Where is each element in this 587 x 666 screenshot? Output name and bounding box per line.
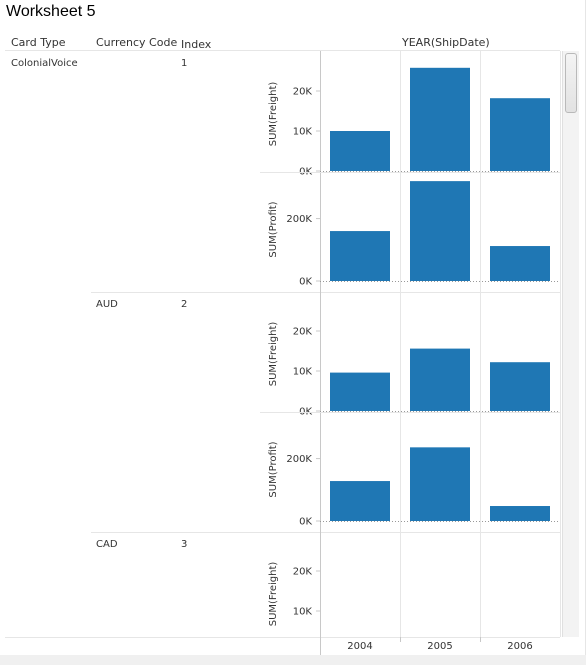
axis-title: SUM(Freight) (268, 322, 279, 387)
y-tick-label: 20K (293, 327, 313, 338)
bottom-strip (0, 655, 586, 665)
bar (410, 447, 470, 521)
bar (410, 67, 470, 171)
bar (490, 98, 550, 171)
bar (490, 246, 550, 281)
x-tick-label: 2006 (507, 641, 532, 652)
row-label-currency: CAD (96, 539, 118, 550)
bar (330, 372, 390, 411)
bar (410, 348, 470, 411)
y-tick-label: 200K (286, 454, 312, 465)
y-tick-label: 10K (293, 127, 313, 138)
header-index[interactable]: Index (181, 38, 212, 51)
bar (330, 131, 390, 171)
header-currency-code[interactable]: Currency Code (96, 36, 178, 49)
scrollbar-thumb[interactable] (565, 53, 577, 113)
axis-title: SUM(Profit) (268, 201, 279, 257)
y-tick-label: 20K (293, 87, 313, 98)
bar (490, 506, 550, 521)
y-tick-label: 10K (293, 367, 313, 378)
row-label-index: 2 (181, 299, 187, 310)
x-tick-label: 2005 (427, 641, 452, 652)
row-label-index: 1 (181, 58, 187, 69)
bar (490, 362, 550, 411)
row-label-currency: AUD (96, 299, 118, 310)
header-year-shipdate[interactable]: YEAR(ShipDate) (402, 36, 490, 49)
bar (410, 181, 470, 281)
y-tick-label: 20K (293, 567, 313, 578)
bar (330, 231, 390, 281)
vertical-scrollbar[interactable] (562, 51, 579, 637)
axis-title: SUM(Freight) (268, 562, 279, 627)
y-tick-label: 0K (299, 517, 312, 528)
row-label-card-type: ColonialVoice (11, 58, 78, 69)
bar (330, 481, 390, 521)
axis-title: SUM(Freight) (268, 82, 279, 147)
x-tick-label: 2004 (347, 641, 372, 652)
header-card-type[interactable]: Card Type (11, 36, 66, 49)
row-label-index: 3 (181, 539, 187, 550)
y-tick-label: 200K (286, 214, 312, 225)
y-tick-label: 0K (299, 277, 312, 288)
axis-title: SUM(Profit) (268, 441, 279, 497)
worksheet-title: Worksheet 5 (6, 3, 96, 20)
y-tick-label: 10K (293, 607, 313, 618)
scroll-pane: ColonialVoice 1 AUD 2 CAD 3 SUM(Freight) 0K 10K 2… (11, 51, 561, 637)
